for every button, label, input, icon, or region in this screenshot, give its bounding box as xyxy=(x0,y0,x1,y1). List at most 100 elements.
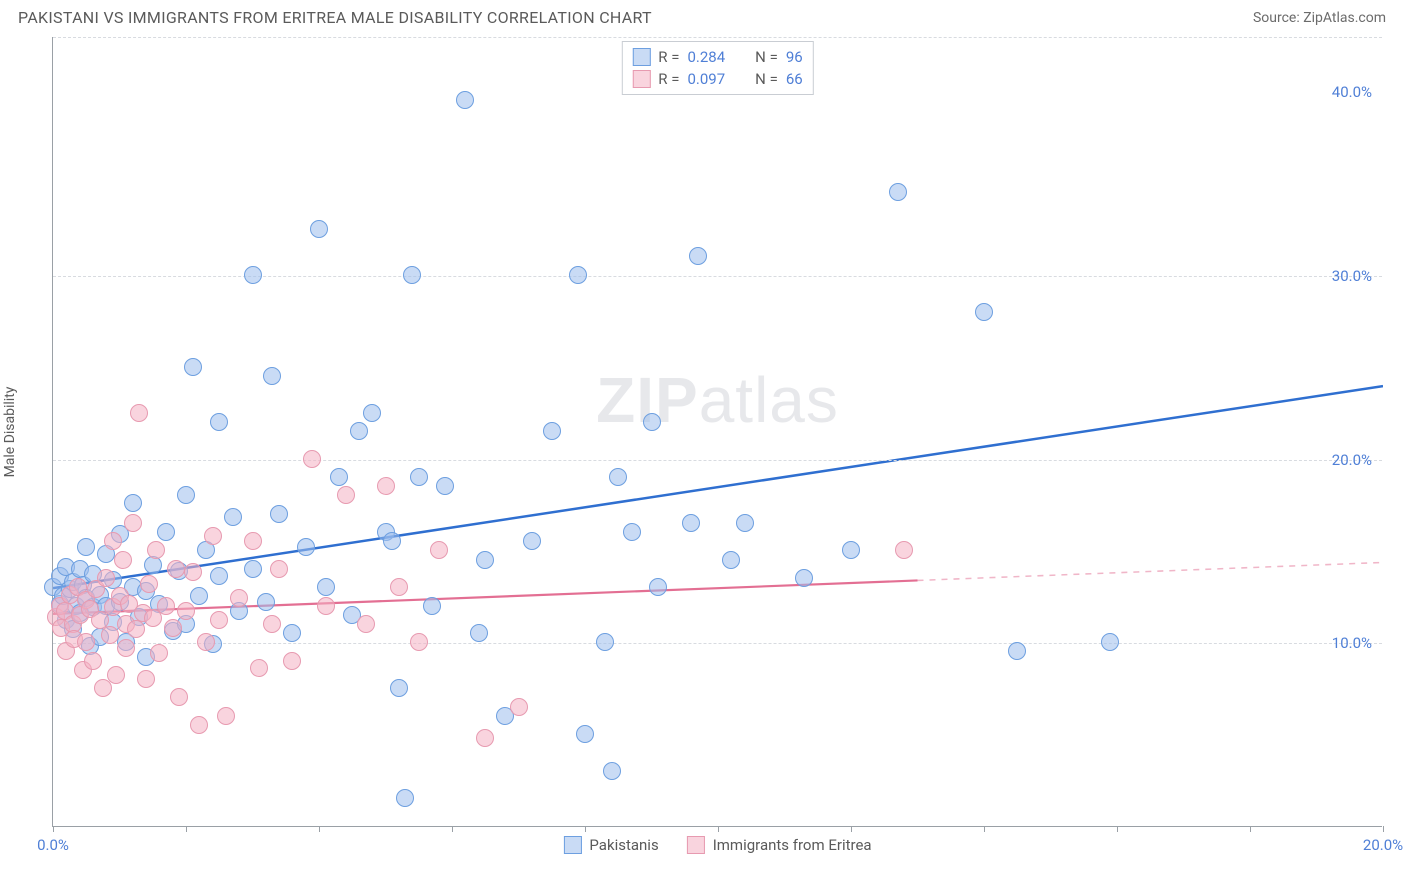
scatter-point-eritrea xyxy=(150,644,168,662)
legend-r-value: 0.284 xyxy=(687,46,725,68)
scatter-point-pakistanis xyxy=(224,508,242,526)
scatter-point-pakistanis xyxy=(270,505,288,523)
series-legend: PakistanisImmigrants from Eritrea xyxy=(563,836,871,854)
legend-row-pakistanis: R = 0.284N = 96 xyxy=(632,46,802,68)
legend-swatch xyxy=(563,836,581,854)
gridline-h xyxy=(53,37,1382,38)
legend-swatch xyxy=(632,70,650,88)
scatter-point-pakistanis xyxy=(184,358,202,376)
scatter-point-pakistanis xyxy=(423,597,441,615)
scatter-point-pakistanis xyxy=(576,725,594,743)
scatter-point-pakistanis xyxy=(609,468,627,486)
scatter-point-pakistanis xyxy=(842,541,860,559)
scatter-point-eritrea xyxy=(170,688,188,706)
scatter-point-pakistanis xyxy=(77,538,95,556)
scatter-point-eritrea xyxy=(283,652,301,670)
y-tick-label: 20.0% xyxy=(1332,451,1372,469)
scatter-point-eritrea xyxy=(77,633,95,651)
trendline-pakistanis xyxy=(53,386,1383,588)
scatter-point-eritrea xyxy=(204,527,222,545)
series-label: Pakistanis xyxy=(589,836,658,854)
x-tick-mark xyxy=(53,826,54,832)
scatter-point-pakistanis xyxy=(456,91,474,109)
scatter-point-eritrea xyxy=(303,450,321,468)
scatter-point-eritrea xyxy=(157,597,175,615)
scatter-point-pakistanis xyxy=(889,183,907,201)
source-link[interactable]: ZipAtlas.com xyxy=(1303,10,1386,26)
source-prefix: Source: xyxy=(1253,10,1303,26)
scatter-point-eritrea xyxy=(250,659,268,677)
scatter-point-pakistanis xyxy=(596,633,614,651)
scatter-point-pakistanis xyxy=(623,523,641,541)
watermark-atlas: atlas xyxy=(699,364,839,436)
scatter-point-eritrea xyxy=(390,578,408,596)
scatter-point-pakistanis xyxy=(350,422,368,440)
chart-title: PAKISTANI VS IMMIGRANTS FROM ERITREA MAL… xyxy=(18,8,652,27)
scatter-point-eritrea xyxy=(117,639,135,657)
scatter-point-eritrea xyxy=(217,707,235,725)
scatter-point-eritrea xyxy=(184,563,202,581)
scatter-point-pakistanis xyxy=(543,422,561,440)
x-tick-mark xyxy=(1117,826,1118,832)
scatter-point-eritrea xyxy=(127,620,145,638)
scatter-point-pakistanis xyxy=(177,486,195,504)
y-tick-label: 40.0% xyxy=(1332,83,1372,101)
scatter-point-pakistanis xyxy=(210,567,228,585)
scatter-point-pakistanis xyxy=(403,266,421,284)
x-tick-mark xyxy=(319,826,320,832)
scatter-point-pakistanis xyxy=(317,578,335,596)
legend-swatch xyxy=(632,48,650,66)
scatter-point-eritrea xyxy=(430,541,448,559)
scatter-point-pakistanis xyxy=(649,578,667,596)
scatter-point-pakistanis xyxy=(643,413,661,431)
scatter-point-eritrea xyxy=(230,589,248,607)
scatter-point-pakistanis xyxy=(795,569,813,587)
trend-lines-layer xyxy=(53,37,1383,827)
scatter-point-eritrea xyxy=(317,597,335,615)
scatter-point-pakistanis xyxy=(383,532,401,550)
scatter-point-pakistanis xyxy=(470,624,488,642)
x-tick-mark xyxy=(851,826,852,832)
scatter-point-eritrea xyxy=(147,541,165,559)
watermark: ZIPatlas xyxy=(596,363,839,437)
scatter-point-pakistanis xyxy=(569,266,587,284)
scatter-point-pakistanis xyxy=(410,468,428,486)
scatter-point-eritrea xyxy=(895,541,913,559)
scatter-point-pakistanis xyxy=(476,551,494,569)
scatter-point-pakistanis xyxy=(682,514,700,532)
x-tick-mark xyxy=(452,826,453,832)
scatter-point-eritrea xyxy=(270,560,288,578)
legend-n-label: N = xyxy=(755,68,778,90)
scatter-point-eritrea xyxy=(210,611,228,629)
scatter-point-eritrea xyxy=(164,619,182,637)
scatter-point-pakistanis xyxy=(1008,642,1026,660)
gridline-h xyxy=(53,643,1382,644)
scatter-point-pakistanis xyxy=(736,514,754,532)
scatter-point-eritrea xyxy=(130,404,148,422)
y-tick-label: 10.0% xyxy=(1332,634,1372,652)
scatter-point-pakistanis xyxy=(190,587,208,605)
y-axis-label: Male Disability xyxy=(2,387,18,478)
scatter-point-eritrea xyxy=(101,626,119,644)
legend-n-label: N = xyxy=(755,46,778,68)
scatter-point-pakistanis xyxy=(689,247,707,265)
scatter-point-eritrea xyxy=(377,477,395,495)
scatter-point-eritrea xyxy=(337,486,355,504)
gridline-h xyxy=(53,460,1382,461)
scatter-point-pakistanis xyxy=(244,560,262,578)
scatter-point-pakistanis xyxy=(310,220,328,238)
legend-swatch xyxy=(687,836,705,854)
legend-r-label: R = xyxy=(658,68,679,90)
scatter-point-eritrea xyxy=(104,532,122,550)
scatter-point-eritrea xyxy=(114,551,132,569)
scatter-point-pakistanis xyxy=(244,266,262,284)
legend-n-value: 96 xyxy=(786,46,803,68)
scatter-point-eritrea xyxy=(167,560,185,578)
scatter-point-pakistanis xyxy=(210,413,228,431)
scatter-point-eritrea xyxy=(244,532,262,550)
scatter-point-eritrea xyxy=(190,716,208,734)
x-tick-mark xyxy=(585,826,586,832)
scatter-point-pakistanis xyxy=(263,367,281,385)
scatter-point-eritrea xyxy=(263,615,281,633)
y-tick-label: 30.0% xyxy=(1332,267,1372,285)
